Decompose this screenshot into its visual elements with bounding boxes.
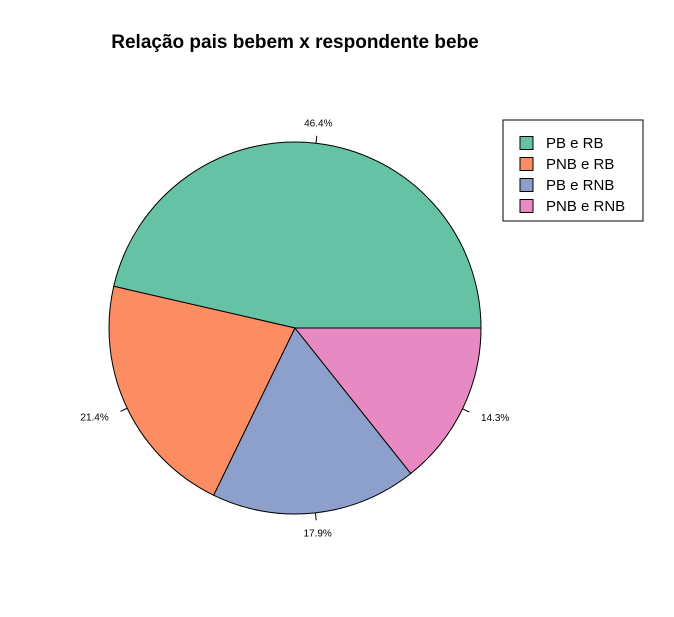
legend-label-pb-e-rnb: PB e RNB bbox=[546, 177, 614, 194]
legend-items: PB e RB PNB e RB PB e RNB PNB e RNB bbox=[519, 135, 625, 215]
pie-slice-pnb-e-rb bbox=[108, 285, 296, 496]
chart-title: Relação pais bebem x respondente bebe bbox=[111, 32, 478, 53]
legend-swatch-pb-e-rb bbox=[519, 136, 534, 150]
slice-tick-pnb-e-rb bbox=[120, 407, 128, 412]
legend: PB e RB PNB e RB PB e RNB PNB e RNB bbox=[502, 119, 644, 222]
pie-slice-pnb-e-rnb bbox=[293, 327, 482, 475]
legend-label-pnb-e-rnb: PNB e RNB bbox=[546, 198, 625, 215]
legend-swatch-pb-e-rnb bbox=[519, 178, 534, 192]
slice-tick-pb-e-rnb bbox=[314, 512, 317, 521]
slice-label-pnb-e-rb: 21.4% bbox=[80, 413, 108, 424]
slice-labels: 46.4% 21.4% 17.9% 14.3% bbox=[80, 118, 509, 539]
legend-swatch-pnb-e-rb bbox=[519, 157, 534, 171]
slice-tick-pb-e-rb bbox=[315, 135, 318, 144]
legend-label-pb-e-rb: PB e RB bbox=[546, 135, 604, 152]
slice-tick-pnb-e-rnb bbox=[462, 408, 470, 413]
slice-label-pnb-e-rnb: 14.3% bbox=[481, 413, 509, 424]
legend-label-pnb-e-rb: PNB e RB bbox=[546, 156, 614, 173]
pie-slices bbox=[108, 141, 482, 515]
legend-swatch-pnb-e-rnb bbox=[519, 199, 534, 213]
slice-label-pb-e-rb: 46.4% bbox=[304, 118, 332, 129]
pie-slice-pb-e-rb bbox=[113, 141, 482, 329]
pie-slice-pb-e-rnb bbox=[213, 327, 412, 515]
slice-label-pb-e-rnb: 17.9% bbox=[303, 529, 331, 540]
